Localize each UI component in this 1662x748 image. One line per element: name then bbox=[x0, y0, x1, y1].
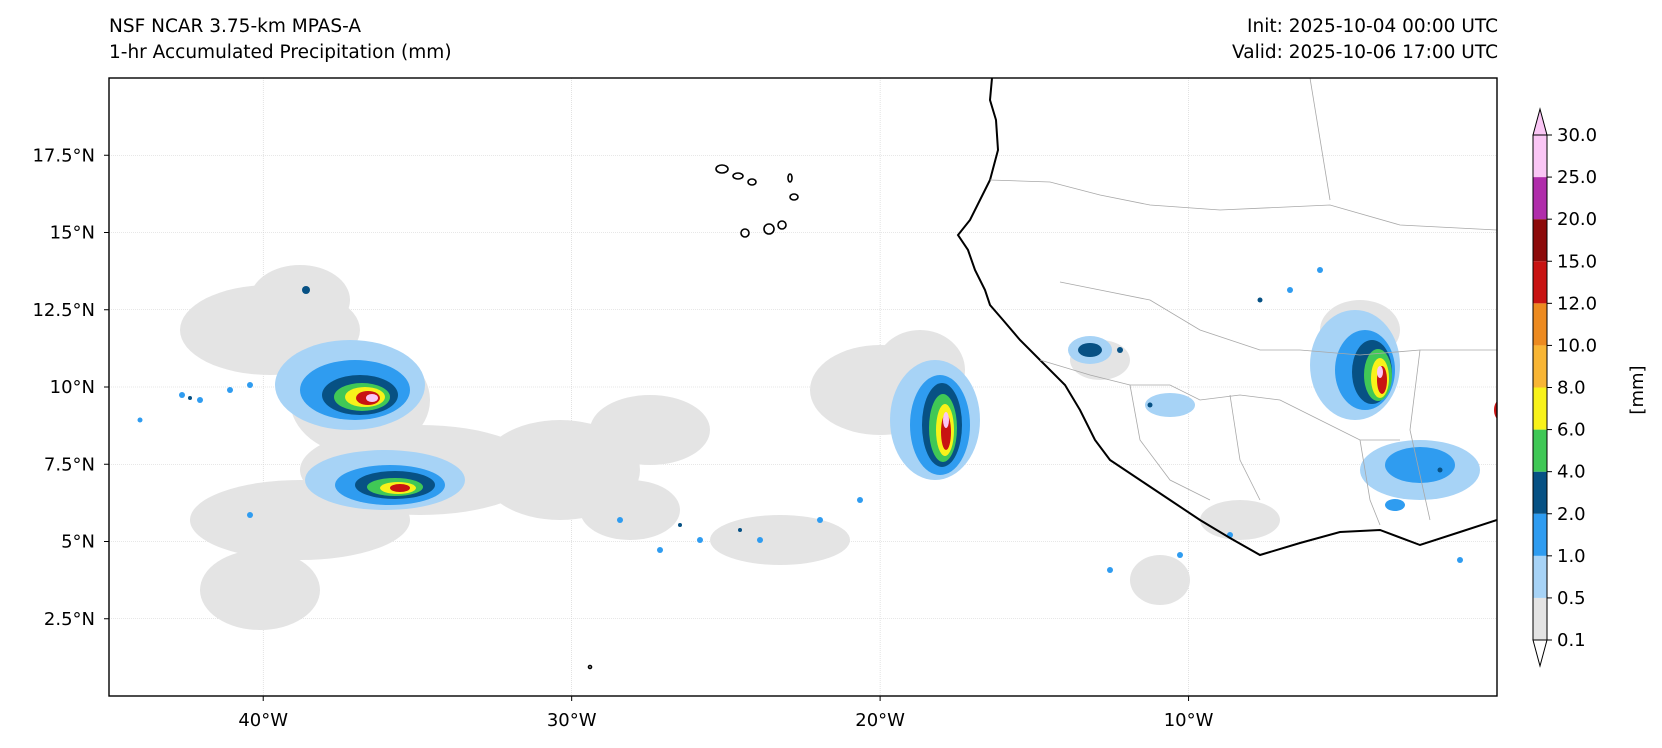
colorbar-tick-label: 30.0 bbox=[1557, 125, 1597, 146]
valid-time: Valid: 2025-10-06 17:00 UTC bbox=[1232, 42, 1498, 63]
colorbar-tick-label: 25.0 bbox=[1557, 167, 1597, 188]
colorbar-extend-max bbox=[1532, 107, 1548, 136]
colorbar-tick-label: 8.0 bbox=[1557, 378, 1586, 399]
colorbar-tick-label: 2.0 bbox=[1557, 504, 1586, 525]
colorbar-unit-label: [mm] bbox=[1627, 365, 1648, 414]
colorbar-segment bbox=[1533, 555, 1547, 598]
lat-tick-label: 10°N bbox=[50, 377, 95, 398]
colorbar-extend-min bbox=[1532, 639, 1548, 668]
init-time: Init: 2025-10-04 00:00 UTC bbox=[1247, 16, 1498, 37]
colorbar-segment bbox=[1533, 471, 1547, 514]
country-borders bbox=[989, 78, 1497, 526]
map-title: NSF NCAR 3.75-km MPAS-A 1-hr Accumulated… bbox=[109, 14, 452, 66]
colorbar-tick-label: 6.0 bbox=[1557, 420, 1586, 441]
lat-tick-label: 15°N bbox=[50, 223, 95, 244]
precipitation-field bbox=[137, 265, 1497, 630]
lat-tick-label: 17.5°N bbox=[32, 145, 95, 166]
colorbar-tick-label: 0.1 bbox=[1557, 630, 1586, 651]
colorbar-segment bbox=[1533, 345, 1547, 388]
colorbar-segment bbox=[1533, 177, 1547, 220]
colorbar-tick-label: 20.0 bbox=[1557, 209, 1597, 230]
colorbar-segment bbox=[1533, 303, 1547, 346]
lat-tick-label: 7.5°N bbox=[44, 454, 95, 475]
colorbar-segment bbox=[1533, 387, 1547, 430]
lat-tick-label: 12.5°N bbox=[32, 300, 95, 321]
field-name: 1-hr Accumulated Precipitation (mm) bbox=[109, 42, 452, 63]
colorbar-tick-label: 0.5 bbox=[1557, 588, 1586, 609]
colorbar-segment bbox=[1533, 429, 1547, 472]
coastline bbox=[956, 78, 1497, 557]
colorbar-segment bbox=[1533, 261, 1547, 304]
colorbar-segment bbox=[1533, 219, 1547, 262]
colorbar-segment bbox=[1533, 513, 1547, 556]
colorbar-segment bbox=[1533, 597, 1547, 640]
islands bbox=[587, 164, 799, 670]
lon-tick-label: 10°W bbox=[1164, 710, 1214, 731]
lat-tick-label: 5°N bbox=[61, 532, 95, 553]
lon-tick-label: 30°W bbox=[547, 710, 597, 731]
colorbar-segment bbox=[1533, 135, 1547, 178]
colorbar-tick-label: 1.0 bbox=[1557, 546, 1586, 567]
colorbar: 0.1 0.5 1.0 2.0 4.0 6.0 8.0 10.0 12.0 15.0 20.0 25.… bbox=[1532, 107, 1597, 668]
colorbar-tick-label: 15.0 bbox=[1557, 251, 1597, 272]
lat-tick-label: 2.5°N bbox=[44, 609, 95, 630]
axis-ticks: 17.5°N 15°N 12.5°N 10°N 7.5°N 5°N 2.5°N 40°W 30°… bbox=[32, 145, 1213, 731]
run-times: Init: 2025-10-04 00:00 UTC Valid: 2025-1… bbox=[1232, 14, 1498, 66]
colorbar-tick-label: 10.0 bbox=[1557, 335, 1597, 356]
model-name: NSF NCAR 3.75-km MPAS-A bbox=[109, 16, 361, 37]
lon-tick-label: 40°W bbox=[238, 710, 288, 731]
colorbar-tick-label: 12.0 bbox=[1557, 293, 1597, 314]
colorbar-tick-label: 4.0 bbox=[1557, 462, 1586, 483]
lon-tick-label: 20°W bbox=[855, 710, 905, 731]
